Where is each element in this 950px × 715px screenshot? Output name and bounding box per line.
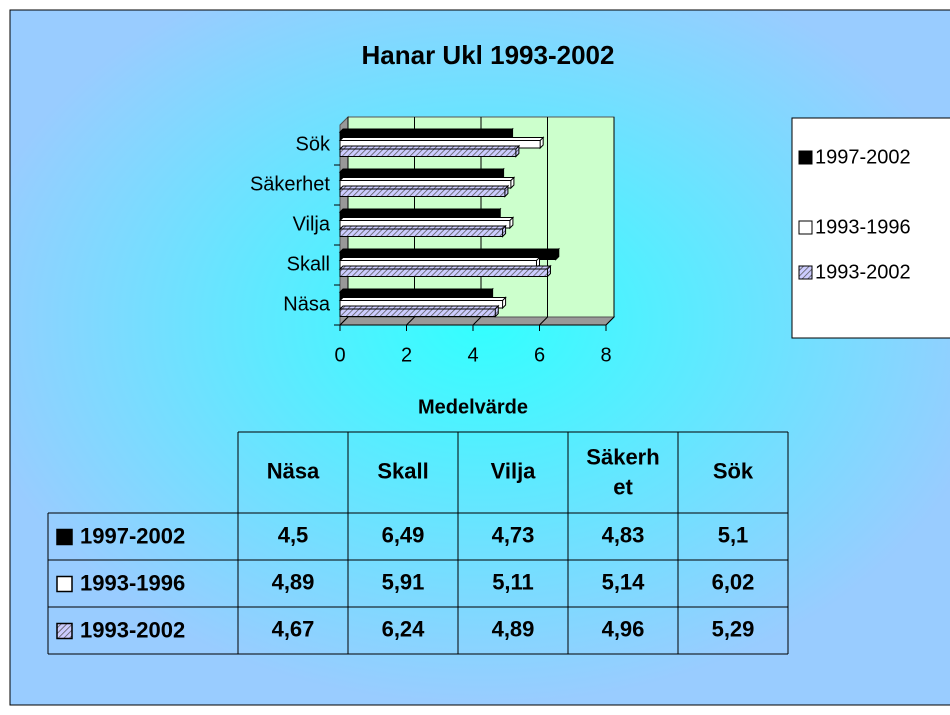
grid-line — [539, 117, 548, 326]
legend-label: 1993-1996 — [815, 216, 911, 238]
y-tick-label: Vilja — [293, 213, 331, 235]
legend-label: 1993-2002 — [815, 261, 911, 283]
x-tick-label: 6 — [534, 344, 545, 366]
table-cell: 6,02 — [712, 569, 755, 594]
x-tick-label: 4 — [467, 344, 478, 366]
bar — [338, 264, 552, 278]
table-cell: 6,49 — [382, 522, 425, 547]
table-row-label: 1993-2002 — [80, 617, 185, 642]
legend-swatch — [56, 622, 73, 640]
table-header: Vilja — [491, 458, 537, 483]
table-row-label: 1993-1996 — [80, 570, 185, 595]
chart-title: Hanar Ukl 1993-2002 — [362, 40, 615, 70]
bar — [338, 136, 545, 150]
table-header: Säkerh et — [586, 444, 659, 499]
y-tick-label: Säkerhet — [250, 173, 330, 195]
legend-label: 1997-2002 — [815, 146, 911, 168]
table-cell: 5,11 — [492, 569, 534, 594]
table-cell: 5,1 — [718, 522, 749, 547]
x-tick-label: 2 — [401, 344, 412, 366]
y-tick-label: Skall — [287, 253, 330, 275]
bar — [338, 127, 514, 141]
legend-swatch — [56, 575, 73, 593]
chart-area — [9, 9, 950, 706]
table-header: Sök — [713, 458, 754, 483]
table-cell: 6,24 — [382, 616, 426, 641]
bar — [338, 304, 500, 318]
table-cell: 4,5 — [278, 522, 309, 547]
bar — [338, 184, 510, 198]
bar — [338, 247, 560, 261]
legend — [791, 117, 950, 339]
x-tick-label: 0 — [334, 344, 345, 366]
legend-swatch — [798, 265, 813, 280]
bar — [338, 224, 507, 238]
y-tick-label: Näsa — [283, 293, 331, 315]
bar — [338, 216, 515, 230]
table-cell: 4,96 — [602, 616, 645, 641]
table-cell: 5,91 — [382, 569, 425, 594]
legend-swatch — [798, 150, 813, 165]
table-header: Näsa — [267, 458, 320, 483]
legend-swatch — [798, 220, 813, 235]
grid-line — [605, 117, 615, 326]
x-tick-label: 8 — [600, 344, 611, 366]
bar — [338, 296, 507, 310]
table-cell: 4,89 — [272, 569, 315, 594]
table-cell: 4,89 — [492, 616, 535, 641]
table-row-label: 1997-2002 — [80, 523, 185, 548]
x-axis-label: Medelvärde — [418, 396, 528, 418]
table-cell: 4,83 — [602, 522, 645, 547]
table-cell: 5,29 — [712, 616, 755, 641]
legend-swatch — [56, 528, 73, 546]
bar — [338, 176, 516, 190]
y-tick-label: Sök — [296, 133, 331, 155]
table-header: Skall — [377, 458, 428, 483]
table-cell: 5,14 — [602, 569, 646, 594]
table-cell: 4,73 — [492, 522, 535, 547]
table-cell: 4,67 — [272, 616, 315, 641]
bar — [338, 144, 521, 158]
